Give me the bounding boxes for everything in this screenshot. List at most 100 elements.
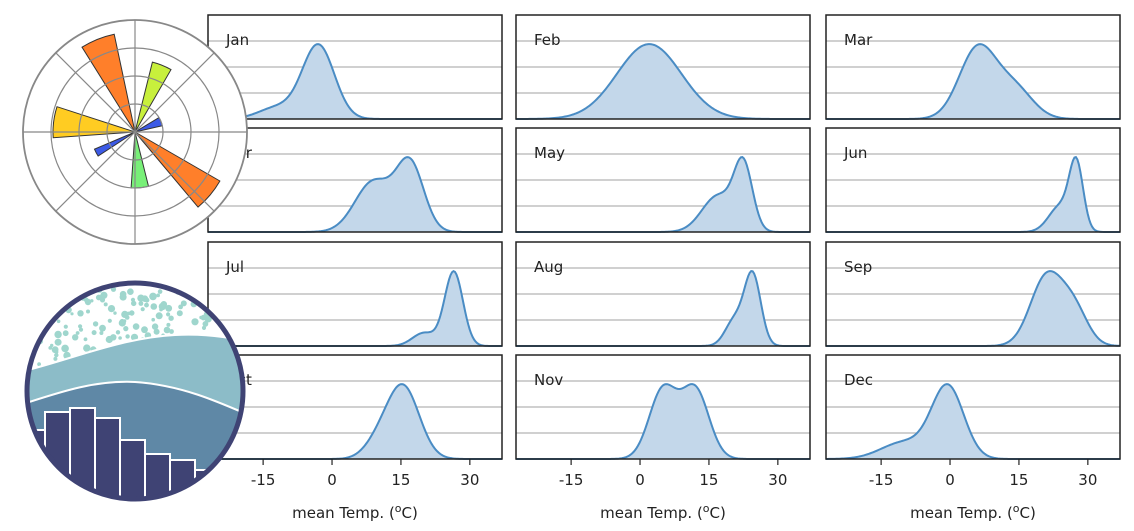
panel-frame [825,241,1121,347]
logo-dot [61,344,69,353]
x-axis-label: mean Temp. (oC) [910,502,1036,522]
x-tick-label: 30 [1078,471,1097,489]
logo-dot [115,330,121,335]
logo-dot [53,356,58,361]
panel-jun: Jun [825,127,1121,233]
logo-dot [151,323,159,330]
logo-dot [153,328,160,335]
logo-dot [44,296,50,301]
logo-dot [54,338,62,346]
logo-dot [90,299,94,303]
logo-dot [32,334,36,339]
logo-dot [169,329,174,334]
logo-dot [28,339,33,344]
logo-dot [163,326,171,334]
logo-dot [51,294,57,300]
logo-dot [48,346,53,350]
x-tick-label: 0 [945,471,955,489]
logo-dot [103,302,108,307]
logo-dot [141,326,148,334]
panel-frame [825,354,1121,460]
logo-dot [176,310,183,317]
x-axis-label: mean Temp. (oC) [292,502,418,522]
panel-feb: Feb [515,14,811,120]
logo-dot [37,321,45,329]
logo-polar-grid [22,19,248,245]
logo-dot [54,352,59,358]
logo-dot [129,310,135,316]
panel-label: Dec [844,371,873,389]
logo-dot [110,334,117,341]
density-area [826,271,1120,346]
logo-dot [39,323,45,330]
logo-dot [119,290,127,298]
logo-dot [204,315,212,323]
logo-dot [124,315,130,320]
logo-dot [66,288,72,295]
logo-dot [30,295,36,301]
logo-dot [107,305,116,313]
logo-wedge [134,61,172,133]
logo-wedge [52,106,136,139]
panel-label: Sep [844,258,872,276]
logo-dot [72,334,79,341]
density-area [516,157,810,232]
logo-dot [63,290,67,294]
logo-dot [37,362,41,367]
logo-dot [78,324,83,329]
logo-dot [201,325,207,330]
logo-dot [166,322,171,327]
logo-dot [155,312,163,320]
logo-dot [178,304,184,310]
density-area [516,384,810,459]
density-area [516,44,810,120]
logo-dot [157,289,163,294]
panel-frame [515,14,811,120]
logo-dot [194,293,198,297]
logo-dot [137,294,145,302]
panel-frame [515,127,811,233]
logo-dot [165,304,173,312]
panel-jul: Jul [207,241,503,347]
panel-label: Nov [534,371,563,389]
logo-dot [91,330,97,336]
logo-dot [99,324,106,332]
panel-label: Aug [534,258,563,276]
logo-dot [83,344,91,352]
logo-dot [156,293,161,298]
logo-dot [202,321,209,327]
x-tick-label: 15 [1009,471,1028,489]
x-tick-label: 0 [635,471,645,489]
panel-jan: Jan [207,14,503,120]
panel-label: Jul [225,258,244,276]
x-tick-label: 0 [327,471,337,489]
logo-dot [196,293,201,298]
x-tick-label: -15 [559,471,584,489]
logo-dot [77,310,84,317]
logo-dot [125,334,130,339]
logo-badge-ring [24,280,246,502]
logo-spoke [134,52,215,133]
logo-dot [83,337,88,342]
panel-aug: Aug [515,241,811,347]
logo-dot [86,309,90,314]
x-tick-label: 30 [768,471,787,489]
panel-frame [207,241,503,347]
logo-dot [127,288,134,296]
panel-frame [515,354,811,460]
logo-dot [92,321,99,327]
logo-hist-bar [69,407,96,498]
panel-nov: Nov -15 0 15 30 mean Temp. (oC) [515,354,811,522]
logo-spoke [55,52,136,133]
logo-dot [70,312,74,316]
x-tick-label: 15 [391,471,410,489]
logo-dot [160,301,168,308]
logo-dot [122,319,127,323]
x-tick-label: 30 [460,471,479,489]
logo-dot [144,302,149,308]
density-panels: JanFebMarAprMayJunJulAugSepOct-1501530me… [207,14,1121,522]
logo-dot [41,305,46,310]
logo-dot [180,300,187,307]
logo-dot [56,319,61,324]
